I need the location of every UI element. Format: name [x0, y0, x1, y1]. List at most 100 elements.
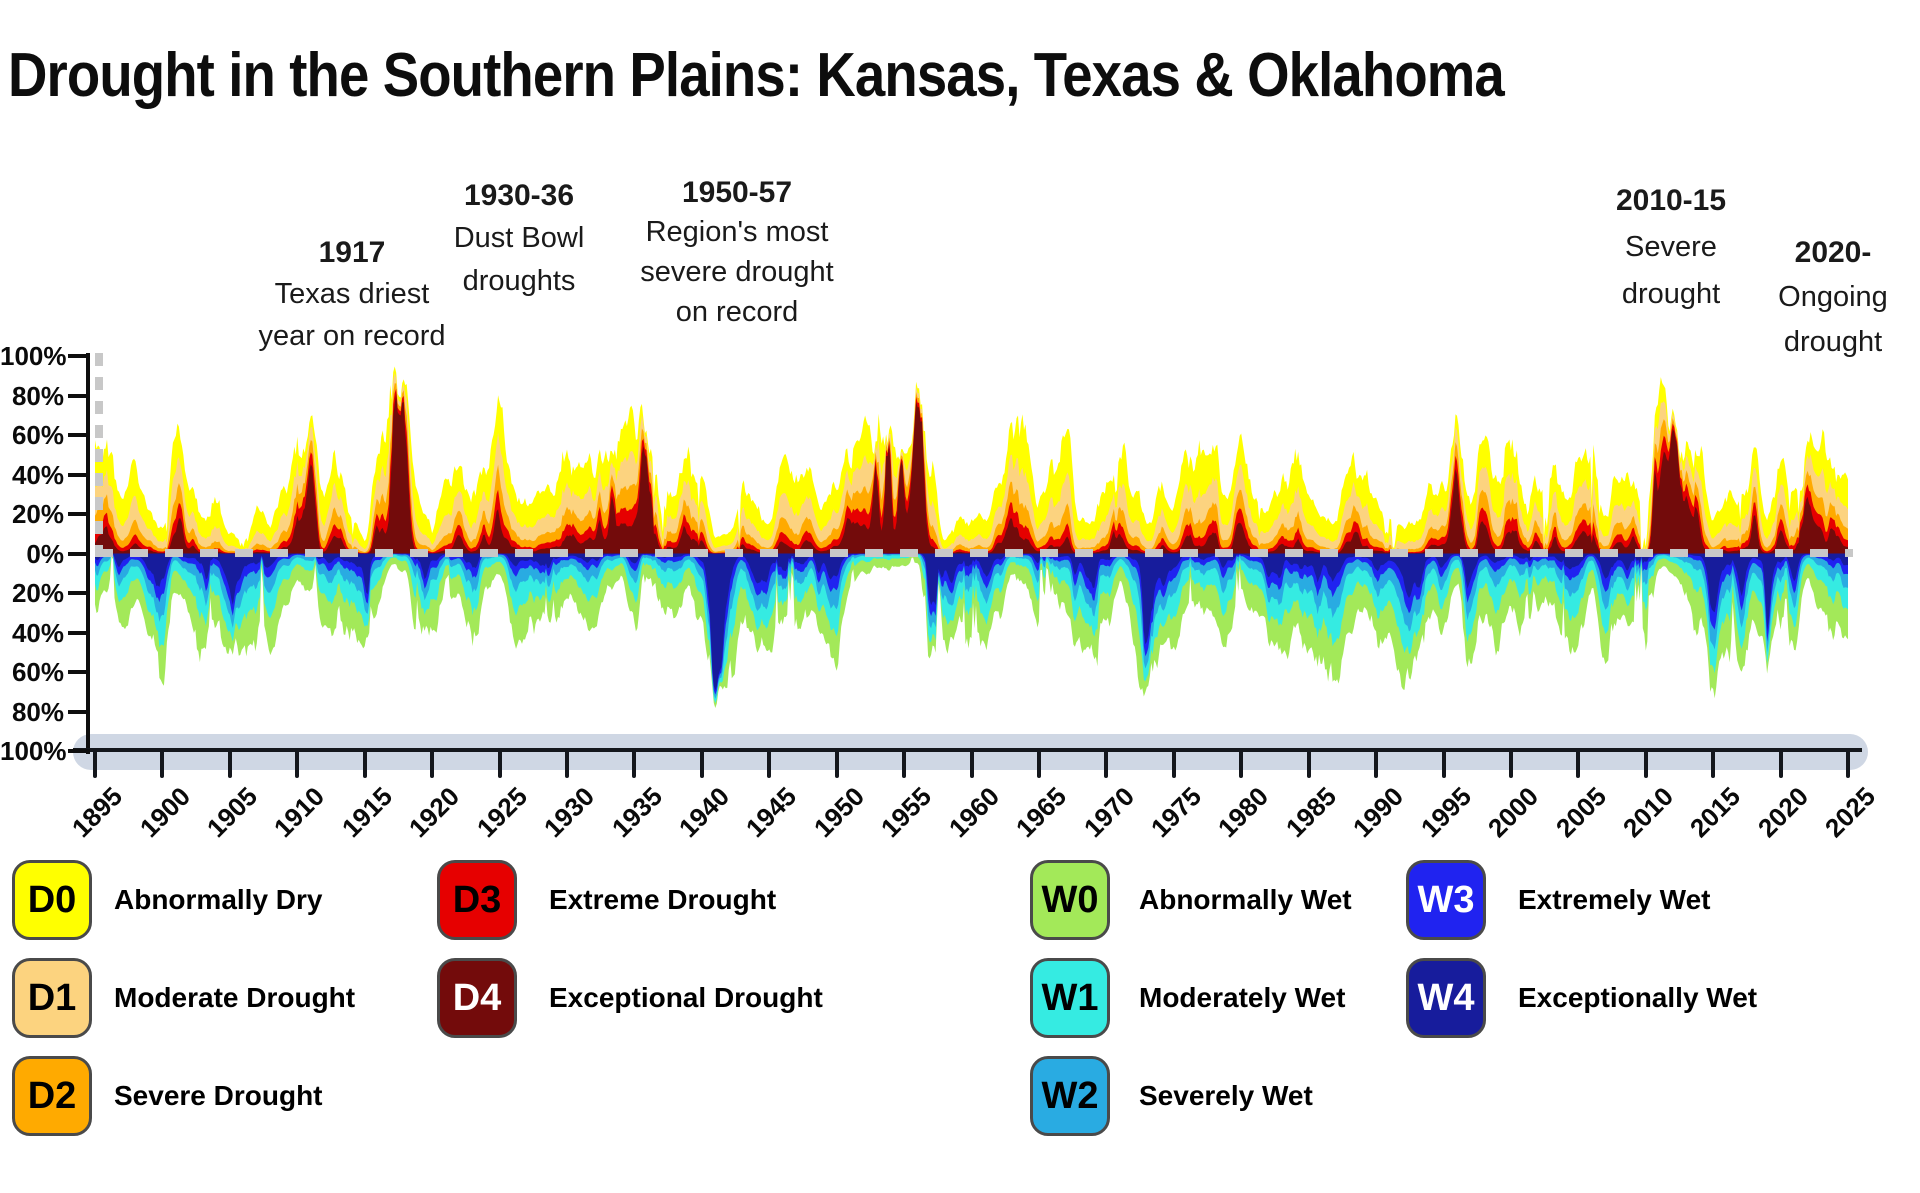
- x-tick: [1508, 751, 1513, 778]
- x-tick-label: 1940: [672, 781, 736, 844]
- x-tick-label: 1910: [268, 781, 331, 844]
- legend-label-d4: Exceptional Drought: [549, 982, 823, 1013]
- x-tick-label: 1975: [1144, 781, 1208, 844]
- legend-label-d0: Abnormally Dry: [114, 884, 323, 915]
- x-tick: [632, 751, 637, 778]
- x-tick-label: 1950: [807, 781, 870, 844]
- x-tick-label: 1930: [538, 781, 601, 844]
- y-tick-label: 60%: [11, 420, 64, 450]
- legend-chip-d4: D4: [437, 958, 517, 1038]
- x-tick: [430, 751, 435, 778]
- x-tick-label: 1970: [1077, 781, 1140, 844]
- y-tick: [68, 591, 90, 595]
- y-tick: [68, 749, 90, 753]
- y-tick: [68, 433, 90, 437]
- x-tick: [767, 751, 772, 778]
- x-tick: [1171, 751, 1176, 778]
- x-tick: [564, 751, 569, 778]
- legend-chip-w1: W1: [1030, 958, 1110, 1038]
- y-tick: [68, 630, 90, 635]
- x-tick: [362, 751, 367, 778]
- annotation-text: Severe: [1625, 231, 1717, 263]
- x-tick: [1643, 751, 1648, 778]
- x-tick-label: 1905: [200, 781, 264, 844]
- annotation-period: 2010-15: [1615, 184, 1727, 217]
- x-tick: [295, 751, 300, 778]
- legend-chip-w0: W0: [1030, 860, 1110, 940]
- legend-chip-d1: D1: [12, 958, 92, 1038]
- legend-label-w0: Abnormally Wet: [1139, 884, 1352, 915]
- x-tick-label: 1935: [605, 781, 668, 844]
- y-tick: [68, 393, 90, 398]
- x-tick: [902, 751, 907, 778]
- x-tick-label: 1895: [66, 781, 129, 844]
- record-start-dashed-line: [95, 353, 103, 550]
- band: [95, 553, 1848, 691]
- x-tick-label: 1945: [740, 781, 803, 844]
- x-tick: [93, 751, 97, 778]
- legend-chip-w3: W3: [1406, 860, 1486, 940]
- annotation-text: on record: [675, 296, 799, 328]
- legend-chip-w4: W4: [1406, 958, 1486, 1038]
- page-title: Drought in the Southern Plains: Kansas, …: [8, 41, 1505, 110]
- y-tick: [68, 551, 90, 556]
- annotation-period: 1917: [318, 236, 386, 269]
- y-tick: [68, 670, 90, 674]
- y-tick-label: 80%: [11, 380, 64, 411]
- x-tick: [834, 751, 839, 778]
- y-tick-label: 100%: [0, 736, 67, 766]
- band: [95, 393, 1848, 554]
- x-tick-label: 2000: [1482, 781, 1545, 844]
- x-tick-label: 2020: [1751, 781, 1814, 844]
- legend-label-w3: Extremely Wet: [1518, 884, 1711, 915]
- x-tick-label: 2025: [1819, 781, 1882, 844]
- legend-label-w1: Moderately Wet: [1139, 982, 1346, 1013]
- annotation-text: Ongoing: [1778, 281, 1888, 313]
- annotation-period: 2020-: [1794, 236, 1872, 269]
- x-tick: [1374, 751, 1379, 778]
- x-tick: [497, 751, 502, 778]
- x-tick: [227, 751, 232, 778]
- x-tick-label: 1995: [1414, 781, 1477, 844]
- annotation-period: 1950-57: [681, 176, 793, 209]
- y-tick: [68, 709, 90, 714]
- y-tick-label: 60%: [11, 657, 64, 687]
- y-tick: [68, 512, 90, 516]
- x-tick: [969, 751, 974, 778]
- x-tick: [1576, 751, 1581, 778]
- legend-label-w2: Severely Wet: [1139, 1080, 1313, 1111]
- annotation-text: year on record: [258, 320, 446, 352]
- band: [95, 366, 1848, 554]
- x-tick: [1846, 751, 1851, 778]
- x-tick-label: 2010: [1616, 781, 1679, 844]
- annotation-text: drought: [1783, 326, 1883, 358]
- legend-label-d3: Extreme Drought: [549, 884, 777, 915]
- annotation-text: droughts: [462, 265, 576, 297]
- x-tick-label: 1915: [335, 781, 398, 844]
- legend-label-w4: Exceptionally Wet: [1518, 982, 1758, 1013]
- x-tick-label: 2015: [1684, 781, 1747, 844]
- annotation-text: drought: [1621, 278, 1721, 310]
- y-tick-label: 0%: [26, 538, 64, 569]
- x-tick-label: 1990: [1347, 781, 1410, 844]
- y-tick: [68, 354, 90, 358]
- x-tick: [1306, 751, 1311, 778]
- legend-chip-d0: D0: [12, 860, 92, 940]
- x-tick-label: 1955: [875, 781, 938, 844]
- legend-chip-d2: D2: [12, 1056, 92, 1136]
- x-tick: [1239, 751, 1244, 778]
- x-tick-label: 2005: [1549, 781, 1612, 844]
- legend-chip-w2: W2: [1030, 1056, 1110, 1136]
- x-tick-label: 1920: [403, 781, 466, 844]
- annotation-text: severe drought: [640, 256, 834, 288]
- y-tick-label: 20%: [11, 578, 64, 608]
- x-tick: [1441, 751, 1446, 778]
- x-tick: [699, 751, 704, 778]
- annotation-text: Region's most: [645, 216, 829, 248]
- y-tick-label: 100%: [0, 341, 67, 371]
- x-tick: [1711, 751, 1716, 778]
- x-tick: [160, 751, 165, 778]
- legend-label-d2: Severe Drought: [114, 1080, 323, 1111]
- annotation-text: Dust Bowl: [453, 222, 585, 254]
- y-tick-label: 20%: [11, 499, 64, 529]
